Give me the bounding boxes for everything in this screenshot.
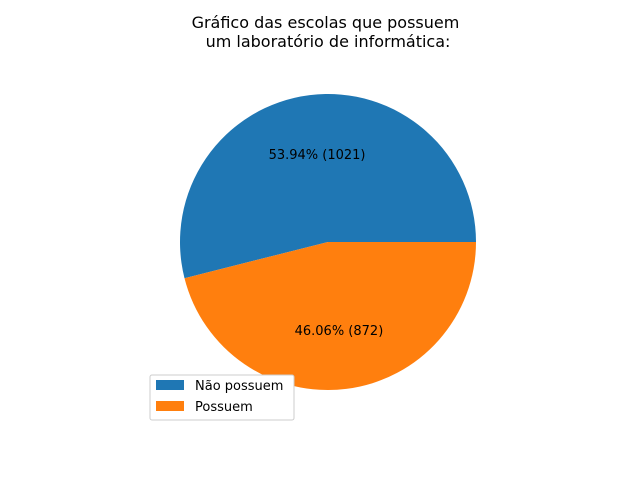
legend: Não possuem Possuem <box>149 374 295 421</box>
pie-slices <box>180 94 477 391</box>
pie-slice-label-1: 46.06% (872) <box>295 324 384 339</box>
legend-label-0: Não possuem <box>195 379 283 394</box>
legend-swatch-0 <box>156 380 184 390</box>
legend-swatch-1 <box>156 401 184 411</box>
chart-title-line-1: Gráfico das escolas que possuem <box>192 13 460 32</box>
legend-frame <box>149 374 295 421</box>
chart-title: Gráfico das escolas que possuem um labor… <box>192 13 465 51</box>
legend-label-1: Possuem <box>195 400 253 415</box>
pie-slice-label-0: 53.94% (1021) <box>269 148 366 163</box>
chart-title-line-2: um laboratório de informática: <box>206 32 451 51</box>
pie-slice-1 <box>184 242 477 391</box>
pie-slice-labels: 53.94% (1021) 46.06% (872) <box>269 148 384 339</box>
pie-slice-0 <box>180 94 477 279</box>
